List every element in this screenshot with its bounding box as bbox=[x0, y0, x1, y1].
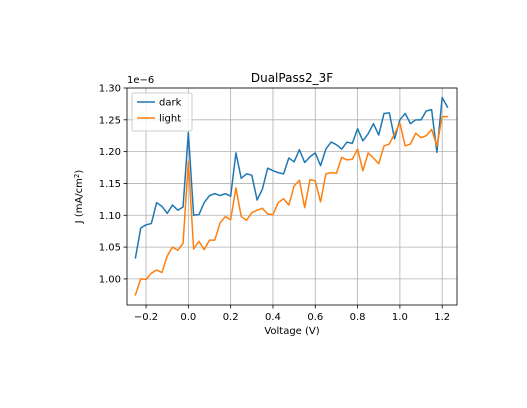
y-tick-label: 1.30 bbox=[99, 84, 121, 95]
y-tick-label: 1.00 bbox=[99, 274, 121, 285]
y-axis-label: J (mA/cm2) bbox=[73, 170, 85, 225]
x-axis-ticks: −0.2 0.0 0.2 0.4 0.6 0.8 1.0 1.2 bbox=[134, 305, 450, 323]
x-tick-label: 0.0 bbox=[180, 312, 196, 323]
x-tick-label: 0.6 bbox=[307, 312, 323, 323]
y-axis-ticks: 1.00 1.05 1.10 1.15 1.20 1.25 1.30 bbox=[99, 84, 127, 285]
x-tick-label: 0.8 bbox=[350, 312, 366, 323]
y-tick-label: 1.15 bbox=[99, 179, 121, 190]
y-axis-label-main: J (mA/cm bbox=[74, 178, 85, 224]
x-tick-label: 1.2 bbox=[434, 312, 450, 323]
y-axis-offset-text: 1e−6 bbox=[127, 75, 154, 86]
legend-label-light: light bbox=[159, 114, 181, 125]
y-axis-label-close: ) bbox=[74, 170, 85, 174]
y-tick-label: 1.05 bbox=[99, 243, 121, 254]
chart-title: DualPass2_3F bbox=[251, 71, 333, 85]
legend: dark light bbox=[131, 92, 193, 132]
series-line-light bbox=[134, 115, 449, 296]
legend-label-dark: dark bbox=[159, 98, 182, 109]
x-tick-label: 0.2 bbox=[223, 312, 239, 323]
series-line-dark bbox=[134, 96, 449, 259]
y-tick-label: 1.10 bbox=[99, 211, 121, 222]
x-tick-label: 1.0 bbox=[392, 312, 408, 323]
y-tick-label: 1.25 bbox=[99, 115, 121, 126]
plot-frame bbox=[126, 87, 458, 306]
grid bbox=[127, 87, 457, 305]
x-axis-label: Voltage (V) bbox=[264, 326, 319, 337]
x-tick-label: 0.4 bbox=[265, 312, 281, 323]
y-axis-label-superscript: 2 bbox=[73, 174, 81, 178]
y-tick-label: 1.20 bbox=[99, 147, 121, 158]
x-tick-label: −0.2 bbox=[134, 312, 158, 323]
series-layer bbox=[134, 96, 449, 296]
